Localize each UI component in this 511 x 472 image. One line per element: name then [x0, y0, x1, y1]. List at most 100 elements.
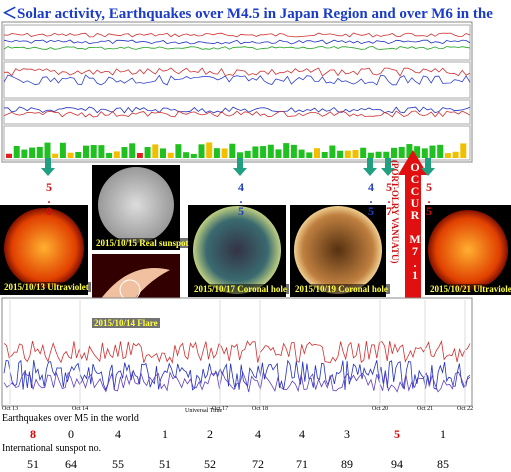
- row-value: 89: [341, 457, 353, 471]
- marker-arrow: [41, 158, 55, 176]
- image-caption: 2015/10/15 Real sunspot: [94, 238, 191, 248]
- row-value: 4: [299, 427, 305, 441]
- kp-bar: [144, 147, 151, 158]
- trace: [3, 67, 471, 77]
- trace: [3, 46, 471, 50]
- row-value: 1: [440, 427, 446, 441]
- kp-bar: [344, 150, 351, 158]
- x-label: Oct 18: [252, 406, 269, 412]
- kp-bar: [13, 145, 20, 158]
- kp-bar: [306, 152, 313, 158]
- kp-bar: [190, 153, 197, 158]
- kp-bar: [21, 149, 28, 158]
- image-caption: 2015/10/19 Coronal hole: [293, 284, 390, 294]
- kp-bar: [383, 151, 390, 158]
- kp-bar: [460, 143, 467, 158]
- kp-bar: [252, 146, 259, 158]
- kp-bar: [152, 144, 159, 158]
- kp-bar: [175, 144, 182, 158]
- kp-bar: [198, 144, 205, 158]
- x-label: Oct 17: [212, 406, 229, 412]
- kp-bar: [229, 143, 236, 158]
- image-caption: 2015/10/21 Ultraviolet: [428, 284, 511, 294]
- x-label: Oct 20: [372, 406, 389, 412]
- magnitude-label: 4.5: [234, 180, 248, 216]
- kp-bar: [421, 148, 428, 158]
- row-value: 85: [437, 457, 449, 471]
- magnitude-label: 5.7: [382, 180, 396, 216]
- kp-bar: [83, 145, 89, 158]
- trace: [3, 32, 471, 38]
- x-axis-label: Universal Time: [185, 408, 223, 414]
- image-caption: 2015/10/14 Flare: [92, 318, 160, 328]
- row-value: 3: [344, 427, 350, 441]
- kp-bar: [113, 151, 120, 158]
- sun-image: [4, 208, 84, 288]
- kp-bar: [129, 143, 136, 158]
- row-value: 64: [65, 457, 77, 471]
- image-caption: 2015/10/17 Coronal hole: [192, 284, 289, 294]
- row-value: 51: [159, 457, 171, 471]
- kp-bar: [283, 143, 290, 158]
- panel: [3, 99, 471, 125]
- kp-bar: [136, 152, 143, 158]
- marker-arrow: [363, 158, 377, 176]
- row-value: 5: [394, 427, 400, 441]
- kp-bar: [52, 153, 59, 158]
- magnitude-label: 5.0: [42, 180, 56, 216]
- kp-bar: [337, 150, 344, 158]
- trace: [3, 371, 471, 393]
- kp-bar: [44, 142, 51, 158]
- kp-bar: [167, 152, 174, 158]
- row-value: 4: [255, 427, 261, 441]
- kp-bar: [213, 148, 220, 158]
- marker-arrow: [421, 158, 435, 176]
- kp-bar: [290, 144, 297, 158]
- x-label: Oct 13: [2, 406, 19, 412]
- x-label: Oct 22: [457, 406, 474, 412]
- row-value: 94: [391, 457, 403, 471]
- kp-bar: [275, 149, 282, 158]
- kp-bar: [121, 147, 128, 158]
- x-label: Oct 21: [417, 406, 434, 412]
- kp-bar: [98, 145, 105, 158]
- trace: [3, 110, 471, 118]
- kp-bar: [59, 142, 66, 158]
- alert-label: OCCUR M7.1: [408, 160, 422, 280]
- kp-bar: [329, 145, 336, 158]
- kp-bar: [367, 152, 374, 158]
- kp-bar: [360, 147, 367, 158]
- kp-bar: [406, 144, 413, 158]
- kp-bar: [6, 153, 12, 158]
- kp-bar: [391, 147, 397, 158]
- row-value: 51: [27, 457, 39, 471]
- magnitude-label: 5.5: [422, 180, 436, 216]
- kp-bar: [414, 146, 421, 158]
- alert-place: (PORT-OLRY VANUATU): [390, 160, 400, 264]
- magnitude-label: 4.5: [364, 180, 378, 216]
- kp-bar: [314, 148, 320, 158]
- kp-bar: [321, 151, 328, 158]
- kp-bar: [183, 152, 190, 158]
- bottom-chart: [3, 300, 471, 404]
- trace: [3, 106, 471, 114]
- kp-bar: [221, 148, 228, 158]
- sun-image: [98, 167, 174, 243]
- image-caption: 2015/10/13 Ultraviolet: [2, 282, 91, 292]
- row-value: 1: [162, 427, 168, 441]
- sun-image: [193, 206, 281, 294]
- row-value: 52: [204, 457, 216, 471]
- trace: [3, 39, 471, 45]
- kp-bar: [437, 144, 444, 158]
- row-value: 72: [252, 457, 264, 471]
- alert-arrow: [398, 150, 428, 300]
- marker-arrow: [233, 158, 247, 176]
- kp-bar: [452, 151, 459, 158]
- row-value: 2: [207, 427, 213, 441]
- kp-bar: [375, 151, 382, 158]
- title: ＜Solar activity, Earthquakes over M4.5 i…: [2, 6, 493, 22]
- kp-bar: [67, 152, 74, 158]
- kp-bar: [75, 151, 82, 158]
- kp-bar: [444, 153, 451, 158]
